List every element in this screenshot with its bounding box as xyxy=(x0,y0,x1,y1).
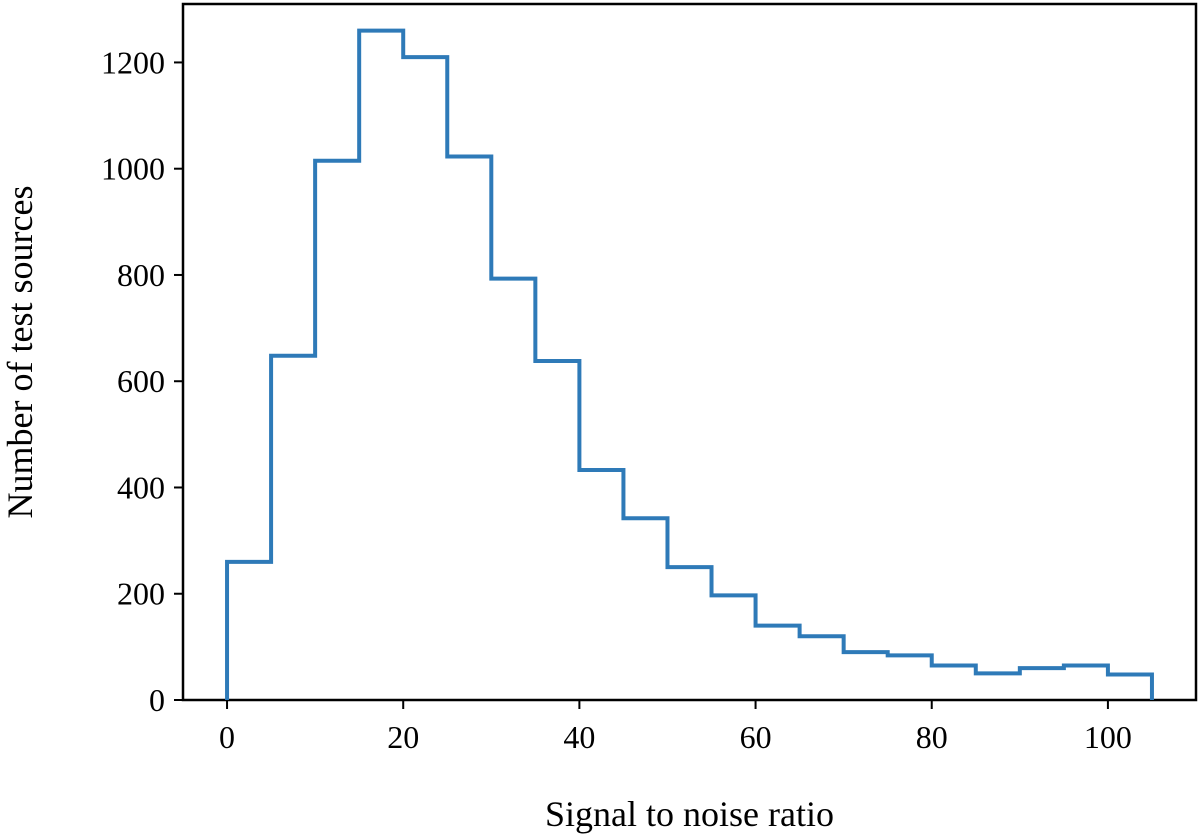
histogram-bin xyxy=(800,636,844,700)
x-axis-label: Signal to noise ratio xyxy=(545,794,834,834)
histogram-bin xyxy=(844,652,888,700)
histogram-step-group xyxy=(225,28,1154,700)
histogram-bin xyxy=(227,562,271,700)
plot-area-border xyxy=(181,2,1198,702)
histogram-bin xyxy=(491,279,535,700)
histogram-bin xyxy=(315,161,359,700)
histogram-bin xyxy=(1108,674,1152,700)
histogram-step-line xyxy=(225,28,1154,700)
y-axis-label: Number of test sources xyxy=(0,186,40,519)
histogram-bin xyxy=(403,57,447,700)
x-tick-label: 60 xyxy=(740,719,772,755)
x-tick-label: 80 xyxy=(916,719,948,755)
y-tick-label: 1000 xyxy=(101,151,165,187)
y-tick-label: 400 xyxy=(117,469,165,505)
histogram-bin xyxy=(535,361,579,700)
x-tick-label: 20 xyxy=(387,719,419,755)
histogram-bin xyxy=(888,655,932,700)
histogram-bin xyxy=(623,518,667,700)
plot-frame xyxy=(181,2,1198,702)
histogram-bin xyxy=(932,665,976,700)
y-tick-label: 800 xyxy=(117,257,165,293)
x-tick-label: 0 xyxy=(219,719,235,755)
histogram-bin xyxy=(976,673,1020,700)
histogram-bin xyxy=(1064,665,1108,700)
y-tick-label: 600 xyxy=(117,363,165,399)
histogram-bin xyxy=(712,595,756,700)
histogram-bin xyxy=(756,626,800,700)
histogram-bin xyxy=(579,470,623,700)
x-tick-label: 40 xyxy=(563,719,595,755)
y-tick-label: 0 xyxy=(149,682,165,718)
histogram-bin xyxy=(667,567,711,700)
histogram-bin xyxy=(359,31,403,700)
histogram-bin xyxy=(1020,668,1064,700)
histogram-bin xyxy=(447,156,491,700)
y-tick-label: 200 xyxy=(117,576,165,612)
x-tick-label: 100 xyxy=(1084,719,1132,755)
y-tick-label: 1200 xyxy=(101,44,165,80)
histogram-bin xyxy=(271,356,315,700)
